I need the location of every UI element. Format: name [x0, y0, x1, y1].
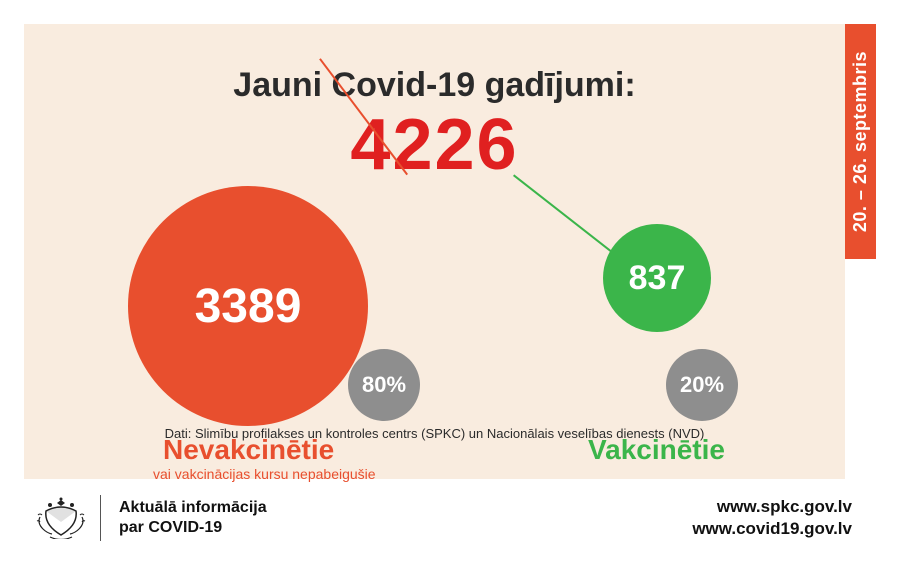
- infographic-panel: Jauni Covid-19 gadījumi: 4226 3389 80% N…: [24, 24, 845, 479]
- pct-circle-vaccinated: 20%: [666, 349, 738, 421]
- date-range-text: 20. – 26. septembris: [850, 51, 871, 232]
- circle-unvaccinated-value: 3389: [195, 279, 302, 334]
- footer-line2: par COVID-19: [119, 518, 267, 538]
- footer-link-covid19[interactable]: www.covid19.gov.lv: [692, 518, 852, 540]
- footer-caption: Aktuālā informācija par COVID-19: [119, 498, 267, 538]
- data-source: Dati: Slimību profilakses un kontroles c…: [24, 426, 845, 441]
- pct-vaccinated: 20%: [680, 372, 724, 398]
- circle-vaccinated: 837: [603, 224, 711, 332]
- date-range-tab: 20. – 26. septembris: [845, 24, 876, 259]
- footer-link-spkc[interactable]: www.spkc.gov.lv: [692, 496, 852, 518]
- page-title: Jauni Covid-19 gadījumi:: [24, 66, 845, 105]
- circle-vaccinated-value: 837: [629, 259, 686, 298]
- footer-links: www.spkc.gov.lv www.covid19.gov.lv: [692, 496, 852, 540]
- pct-unvaccinated: 80%: [362, 372, 406, 398]
- footer-divider: [100, 495, 101, 541]
- coat-of-arms-icon: [32, 497, 90, 539]
- circle-unvaccinated: 3389: [128, 186, 368, 426]
- proportional-circle-chart: 3389 80% Nevakcinētie vai vakcinācijas k…: [48, 144, 869, 444]
- footer-bar: Aktuālā informācija par COVID-19 www.spk…: [24, 487, 876, 549]
- connector-line-vaccinated: [513, 174, 613, 253]
- pct-circle-unvaccinated: 80%: [348, 349, 420, 421]
- sublabel-unvaccinated: vai vakcinācijas kursu nepabeigušie: [153, 466, 376, 482]
- footer-line1: Aktuālā informācija: [119, 498, 267, 518]
